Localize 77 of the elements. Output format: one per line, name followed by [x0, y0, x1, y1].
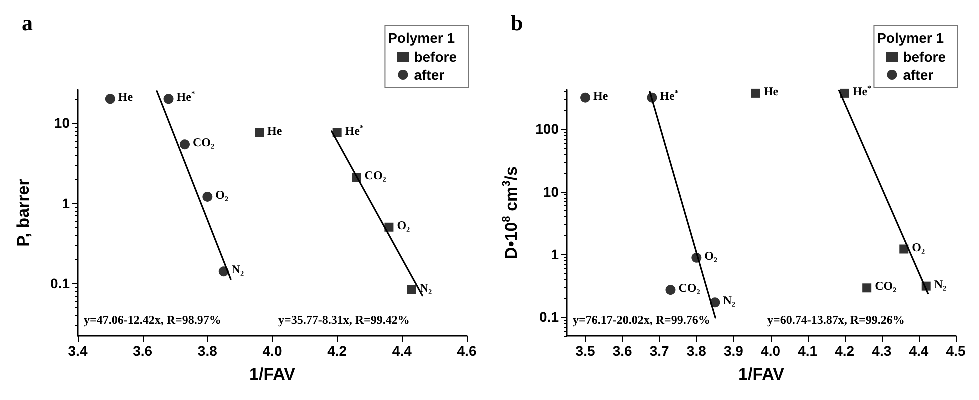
legend-title: Polymer 1	[877, 30, 944, 46]
annotation: CO₂	[875, 279, 898, 294]
point	[862, 284, 872, 293]
legend-label: before	[903, 49, 946, 65]
chart-title: a	[22, 10, 33, 36]
x-tick-label: 4.0	[262, 343, 282, 359]
x-tick-label: 3.9	[724, 343, 744, 359]
x-tick-label: 4.4	[392, 343, 412, 359]
annotation: N₂	[420, 280, 433, 295]
x-tick-label: 4.3	[872, 343, 892, 359]
annotation: He	[268, 124, 283, 138]
y-axis-title: P, barrer	[14, 178, 33, 247]
annotation: N₂	[232, 262, 245, 277]
y-tick-label: 1	[551, 246, 560, 262]
point	[332, 128, 342, 138]
point	[692, 252, 702, 263]
annotation: y=60.74-13.87x, R=99.26%	[768, 313, 905, 327]
point	[384, 222, 394, 232]
y-tick-label: 0.1	[50, 275, 70, 292]
x-tick-label: 4.6	[457, 343, 477, 359]
annotation: He	[594, 88, 609, 103]
y-tick-label: 100	[536, 121, 560, 138]
x-tick-label: 4.5	[946, 343, 966, 359]
point	[180, 140, 190, 150]
legend-title: Polymer 1	[388, 30, 456, 46]
x-tick-label: 3.8	[686, 343, 707, 359]
annotation: He	[118, 90, 134, 104]
y-tick-label: 10	[54, 115, 70, 132]
x-tick-label: 3.4	[68, 343, 88, 359]
x-tick-label: 4.0	[761, 343, 781, 359]
annotation: O₂	[216, 188, 229, 202]
point	[900, 244, 909, 254]
annotation: y=35.77-8.31x, R=99.42%	[278, 313, 410, 327]
x-tick-label: 3.6	[612, 343, 633, 359]
y-tick-label: 0.1	[540, 309, 560, 326]
x-tick-label: 4.4	[909, 343, 929, 359]
point	[840, 88, 850, 98]
point	[666, 285, 676, 296]
annotation: O₂	[704, 248, 718, 263]
point	[751, 88, 760, 98]
point	[352, 172, 362, 182]
annotation: CO₂	[678, 281, 701, 296]
point	[218, 266, 229, 277]
x-axis-title: 1/FAV	[738, 365, 786, 384]
x-tick-label: 4.2	[835, 343, 855, 359]
y-tick-label: 1	[62, 195, 70, 212]
annotation: O₂	[912, 240, 926, 254]
point	[580, 92, 591, 103]
x-axis-title: 1/FAV	[250, 365, 296, 384]
annotation: N₂	[934, 277, 948, 292]
annotation: CO₂	[192, 136, 215, 150]
point	[922, 282, 931, 291]
legend-label: after	[414, 67, 446, 83]
x-tick-label: 3.7	[650, 343, 670, 359]
x-tick-label: 4.2	[328, 343, 348, 359]
point	[407, 285, 416, 294]
legend-label: before	[414, 49, 458, 65]
annotation: He	[764, 84, 780, 98]
x-tick-label: 3.5	[576, 343, 596, 359]
point	[164, 94, 174, 104]
annotation: N₂	[723, 294, 736, 308]
x-tick-label: 3.6	[133, 343, 153, 359]
annotation: y=76.17-20.02x, R=99.76%	[573, 313, 710, 327]
y-tick-label: 10	[543, 184, 560, 200]
x-tick-label: 4.1	[798, 343, 818, 359]
annotation: CO₂	[364, 168, 387, 182]
annotation: y=47.06-12.42x, R=98.97%	[84, 313, 222, 327]
y-axis-title: D•108 cm3/s	[501, 166, 521, 260]
point	[202, 192, 213, 202]
point	[255, 128, 264, 138]
point	[105, 94, 116, 104]
legend-label: after	[903, 67, 934, 83]
x-tick-label: 3.8	[198, 343, 218, 359]
annotation: O₂	[397, 218, 411, 232]
point	[647, 92, 658, 103]
point	[710, 298, 720, 308]
chart-title: b	[511, 10, 524, 36]
